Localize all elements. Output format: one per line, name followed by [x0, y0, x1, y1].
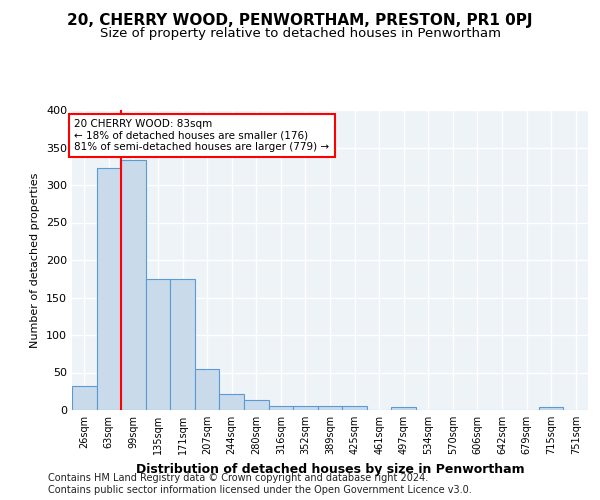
- Bar: [293, 406, 318, 410]
- Text: Size of property relative to detached houses in Penwortham: Size of property relative to detached ho…: [100, 28, 500, 40]
- Bar: [391, 407, 416, 410]
- Y-axis label: Number of detached properties: Number of detached properties: [31, 172, 40, 348]
- Text: 20 CHERRY WOOD: 83sqm
← 18% of detached houses are smaller (176)
81% of semi-det: 20 CHERRY WOOD: 83sqm ← 18% of detached …: [74, 119, 329, 152]
- Text: 20, CHERRY WOOD, PENWORTHAM, PRESTON, PR1 0PJ: 20, CHERRY WOOD, PENWORTHAM, PRESTON, PR…: [67, 12, 533, 28]
- Bar: [269, 406, 293, 410]
- X-axis label: Distribution of detached houses by size in Penwortham: Distribution of detached houses by size …: [136, 462, 524, 475]
- Bar: [539, 407, 563, 410]
- Bar: [195, 369, 220, 410]
- Bar: [146, 279, 170, 410]
- Bar: [170, 279, 195, 410]
- Bar: [342, 406, 367, 410]
- Bar: [318, 406, 342, 410]
- Text: Contains HM Land Registry data © Crown copyright and database right 2024.
Contai: Contains HM Land Registry data © Crown c…: [48, 474, 472, 495]
- Bar: [220, 394, 244, 410]
- Bar: [244, 400, 269, 410]
- Bar: [121, 160, 146, 410]
- Bar: [72, 386, 97, 410]
- Bar: [97, 168, 121, 410]
